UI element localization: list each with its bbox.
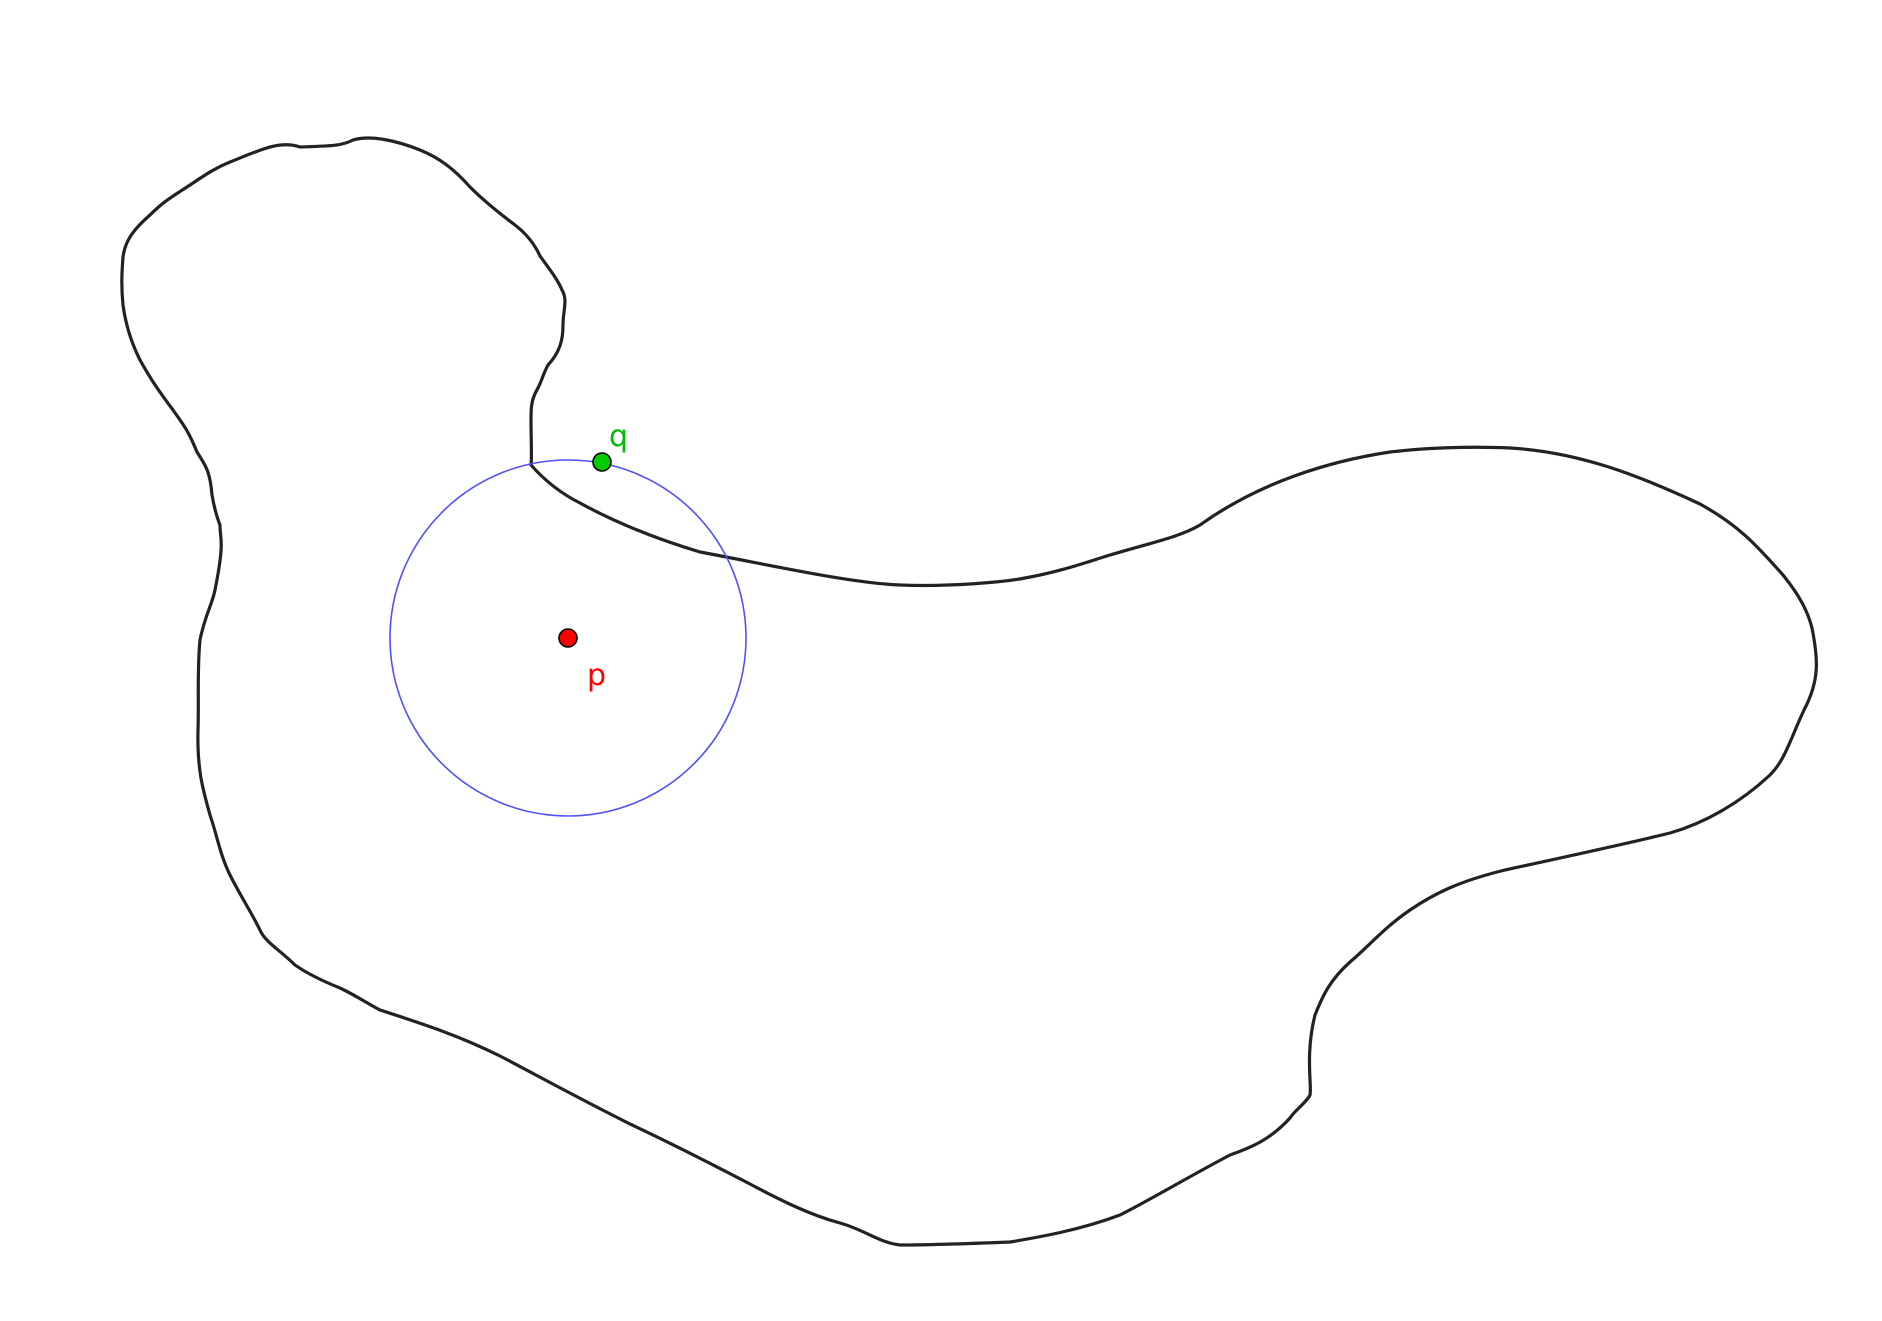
point-q-label: q	[609, 419, 628, 454]
region-outline	[120, 136, 1818, 1247]
point-q[interactable]	[592, 452, 612, 472]
point-p[interactable]	[558, 628, 578, 648]
point-p-label: p	[587, 658, 606, 693]
circle-around-p	[389, 459, 747, 817]
